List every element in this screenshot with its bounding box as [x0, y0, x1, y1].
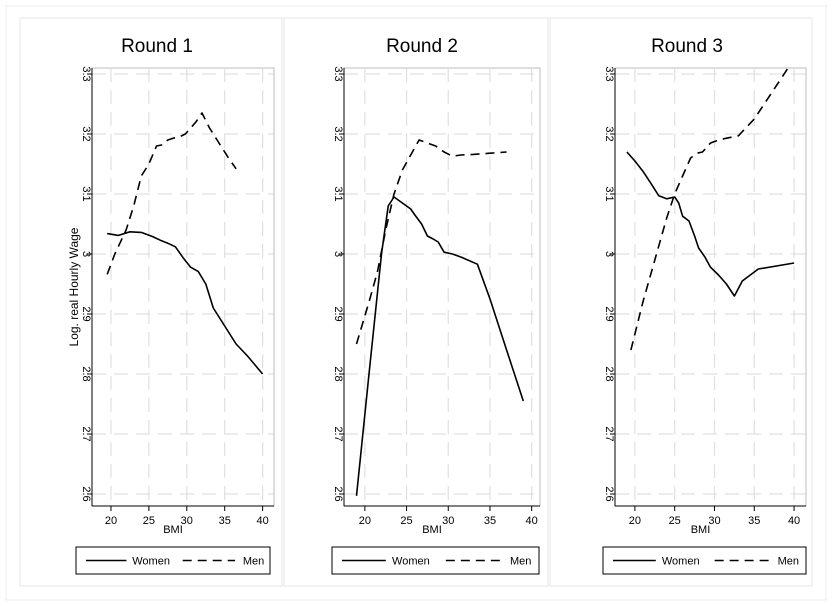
x-tick-label: 35 — [219, 515, 231, 527]
x-axis-label: BMI — [691, 524, 711, 536]
x-tick-label: 25 — [143, 515, 155, 527]
series-line-men — [630, 64, 791, 351]
chart-title: Round 3 — [651, 36, 723, 57]
x-tick-label: 30 — [442, 515, 454, 527]
legend: Women Men — [75, 546, 271, 575]
plot-area — [91, 67, 275, 507]
y-tick-label: 2.6 — [80, 486, 92, 501]
y-tick-label: 3.3 — [80, 66, 92, 81]
legend-label-men: Men — [243, 556, 264, 568]
y-tick-label: 2.9 — [332, 306, 344, 321]
x-tick-label: 40 — [257, 515, 269, 527]
y-tick-label: 3.1 — [603, 186, 615, 201]
y-tick-label: 2.9 — [80, 306, 92, 321]
y-tick-label: 2.9 — [603, 306, 615, 321]
legend-label-women: Women — [392, 556, 430, 568]
x-tick-label: 30 — [708, 515, 720, 527]
y-tick-label: 3.3 — [603, 66, 615, 81]
y-tick-label: 3.2 — [603, 126, 615, 141]
x-axis-label: BMI — [422, 524, 442, 536]
chart-title: Round 2 — [386, 36, 458, 57]
y-tick-label: 2.7 — [332, 426, 344, 441]
y-tick-label: 2.8 — [603, 366, 615, 381]
y-tick-label: 3.2 — [332, 126, 344, 141]
x-tick-label: 35 — [484, 515, 496, 527]
x-tick-label: 25 — [669, 515, 681, 527]
panel-1: Round 1 2.6 2.7 2.8 2.9 3 3.1 3.2 3.3 20 25 30 35 40 B… — [19, 17, 283, 587]
legend-label-men: Men — [778, 556, 799, 568]
x-tick-label: 25 — [400, 515, 412, 527]
x-tick-label: 30 — [181, 515, 193, 527]
x-tick-label: 20 — [359, 515, 371, 527]
legend-label-women: Women — [662, 556, 700, 568]
plot-area — [343, 67, 541, 507]
series-line-women — [626, 151, 795, 297]
legend: Women Men — [331, 546, 540, 575]
series-line-women — [355, 196, 525, 496]
legend-label-women: Women — [132, 556, 170, 568]
y-tick-label: 3 — [603, 251, 615, 257]
legend: Women Men — [602, 546, 807, 575]
x-axis-label: BMI — [163, 524, 183, 536]
y-tick-label: 2.7 — [603, 426, 615, 441]
y-tick-label: 2.6 — [603, 486, 615, 501]
panel-2: Round 2 2.6 2.7 2.8 2.9 3 3.1 3.2 3.3 20 25 30 35 40 B… — [283, 17, 549, 587]
x-tick-label: 35 — [748, 515, 760, 527]
series-line-men — [106, 112, 237, 275]
y-tick-label: 3.1 — [80, 186, 92, 201]
x-tick-label: 20 — [629, 515, 641, 527]
chart-title: Round 1 — [121, 36, 193, 57]
y-tick-label: 3 — [332, 251, 344, 257]
y-tick-label: 2.7 — [80, 426, 92, 441]
y-tick-label: 2.6 — [332, 486, 344, 501]
series-line-men — [355, 139, 507, 345]
x-tick-label: 40 — [526, 515, 538, 527]
legend-label-men: Men — [510, 556, 531, 568]
y-axis-label: Log. real Hourly Wage — [67, 227, 81, 346]
panel-3: Round 3 2.6 2.7 2.8 2.9 3 3.1 3.2 3.3 20 25 30 35 40 B… — [549, 17, 813, 587]
x-tick-label: 40 — [788, 515, 800, 527]
y-tick-label: 2.8 — [80, 366, 92, 381]
y-tick-label: 2.8 — [332, 366, 344, 381]
series-line-women — [107, 231, 264, 375]
y-tick-label: 3.3 — [332, 66, 344, 81]
y-tick-label: 3.1 — [332, 186, 344, 201]
y-tick-label: 3 — [80, 251, 92, 257]
y-tick-label: 3.2 — [80, 126, 92, 141]
x-tick-label: 20 — [105, 515, 117, 527]
